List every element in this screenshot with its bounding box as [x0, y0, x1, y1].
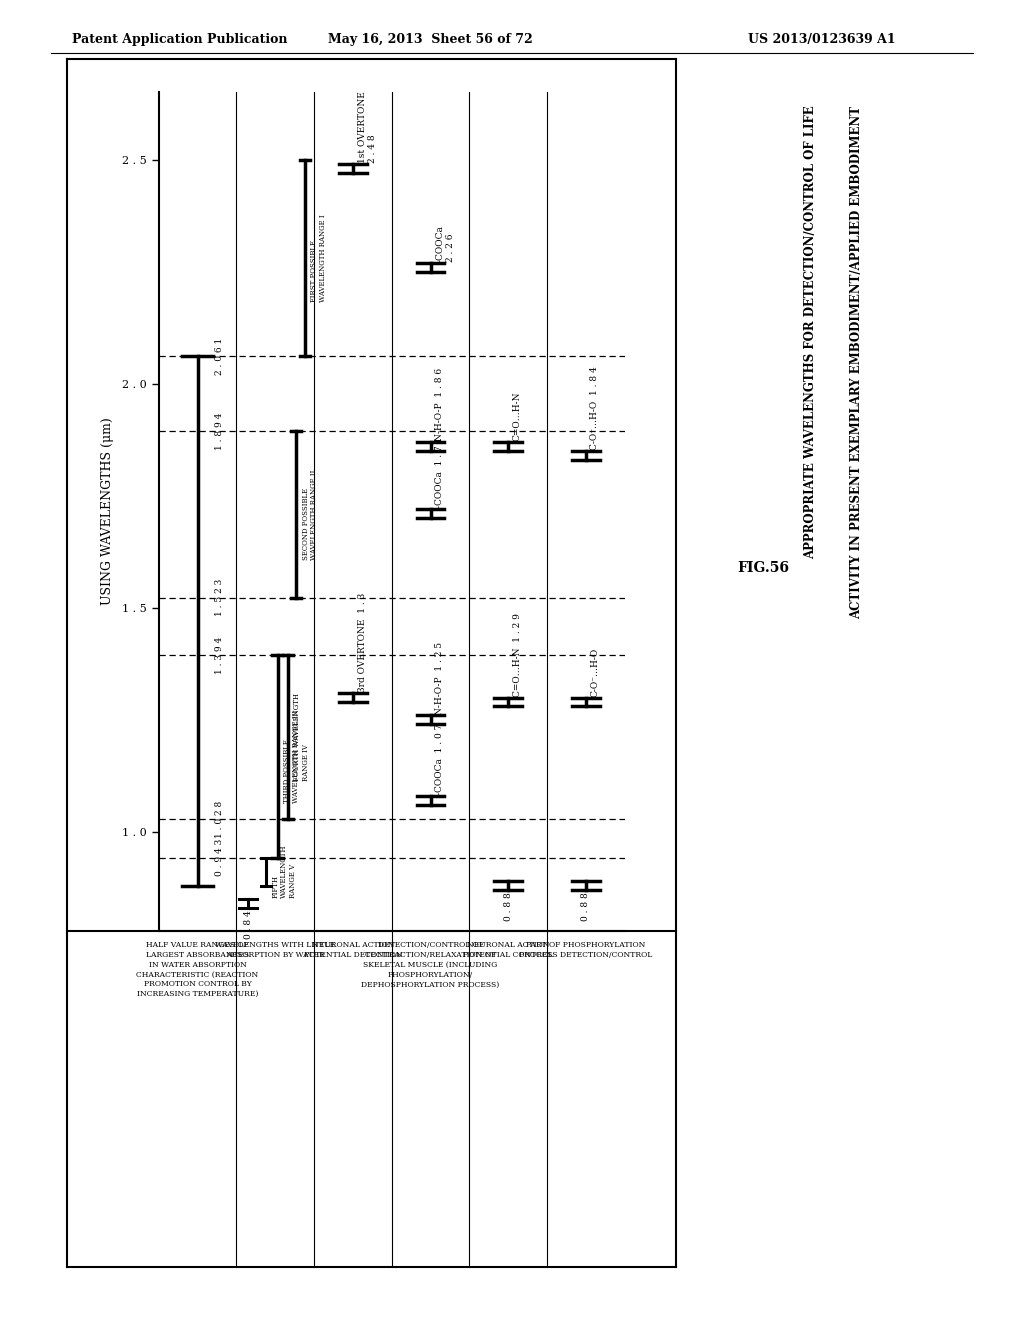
Text: 1st OVERTONE
2 . 4 8: 1st OVERTONE 2 . 4 8 — [357, 91, 377, 164]
Text: 0 . 9 4 3: 0 . 9 4 3 — [215, 840, 223, 876]
Text: N-H-O-P  1 . 2 5: N-H-O-P 1 . 2 5 — [435, 642, 444, 714]
Text: -COOCa  1 . 7 1: -COOCa 1 . 7 1 — [435, 437, 444, 508]
Text: FIRST POSSIBLE
WAVELENGTH RANGE I: FIRST POSSIBLE WAVELENGTH RANGE I — [310, 214, 327, 302]
Text: ACTIVITY IN PRESENT EXEMPLARY EMBODIMENT/APPLIED EMBODIMENT: ACTIVITY IN PRESENT EXEMPLARY EMBODIMENT… — [850, 106, 863, 619]
Text: FOURTH WAVELENGTH
RANGE IV: FOURTH WAVELENGTH RANGE IV — [293, 693, 309, 781]
Text: NEURONAL ACTION
POTENTIAL CONTROL: NEURONAL ACTION POTENTIAL CONTROL — [463, 941, 553, 958]
Text: 1 . 5 2 3: 1 . 5 2 3 — [215, 579, 223, 616]
Text: May 16, 2013  Sheet 56 of 72: May 16, 2013 Sheet 56 of 72 — [328, 33, 532, 46]
Text: US 2013/0123639 A1: US 2013/0123639 A1 — [748, 33, 895, 46]
Text: C-O⁻…H-O: C-O⁻…H-O — [591, 647, 599, 697]
Text: DETECTION/CONTROL OF
CONTRACTION/RELAXATION OF
SKELETAL MUSCLE (INCLUDING
PHOSPH: DETECTION/CONTROL OF CONTRACTION/RELAXAT… — [361, 941, 500, 989]
Text: WAVELENGTHS WITH LITTLE
ABSORPTION BY WATER: WAVELENGTHS WITH LITTLE ABSORPTION BY WA… — [215, 941, 335, 958]
Text: N-H-O-P  1 . 8 6: N-H-O-P 1 . 8 6 — [435, 368, 444, 441]
Y-axis label: USING WAVELENGTHS (μm): USING WAVELENGTHS (μm) — [100, 417, 114, 606]
Text: 0 . 8 4: 0 . 8 4 — [244, 911, 253, 939]
Text: SECOND POSSIBLE
WAVELENGTH RANGE II: SECOND POSSIBLE WAVELENGTH RANGE II — [302, 469, 318, 560]
Text: -COOCa  1 . 0 7: -COOCa 1 . 0 7 — [435, 723, 444, 795]
Text: APPROPRIATE WAVELENGTHS FOR DETECTION/CONTROL OF LIFE: APPROPRIATE WAVELENGTHS FOR DETECTION/CO… — [804, 106, 817, 560]
Text: C=O…H-N: C=O…H-N — [513, 392, 522, 441]
Text: C-O⁻…H-O  1 . 8 4: C-O⁻…H-O 1 . 8 4 — [591, 367, 599, 450]
Text: NEURONAL ACTION
POTENTIAL DETECTION: NEURONAL ACTION POTENTIAL DETECTION — [303, 941, 402, 958]
Text: FIG.56: FIG.56 — [737, 561, 790, 574]
Text: 0 . 8 8: 0 . 8 8 — [504, 892, 513, 921]
Text: THIRD POSSIBLE
WAVELENGTH RANGE III: THIRD POSSIBLE WAVELENGTH RANGE III — [283, 710, 300, 803]
Text: 1 . 0 2 8: 1 . 0 2 8 — [215, 801, 223, 838]
Text: 3rd OVERTONE  1 . 3: 3rd OVERTONE 1 . 3 — [357, 593, 367, 692]
Text: 2 . 0 6 1: 2 . 0 6 1 — [215, 338, 223, 375]
Text: Patent Application Publication: Patent Application Publication — [72, 33, 287, 46]
Text: PART OF PHOSPHORYLATION
PROCESS DETECTION/CONTROL: PART OF PHOSPHORYLATION PROCESS DETECTIO… — [519, 941, 652, 958]
Text: FIFTH
WAVELENGTH
RANGE V: FIFTH WAVELENGTH RANGE V — [271, 845, 297, 899]
Text: -COOCa
2 . 2 6: -COOCa 2 . 2 6 — [435, 224, 455, 261]
Text: 1 . 3 9 4: 1 . 3 9 4 — [215, 636, 223, 675]
Text: 0 . 8 8: 0 . 8 8 — [582, 892, 590, 921]
Text: HALF VALUE RANGES OF
LARGEST ABSORBANCES
IN WATER ABSORPTION
CHARACTERISTIC (REA: HALF VALUE RANGES OF LARGEST ABSORBANCES… — [136, 941, 259, 998]
Text: 1 . 8 9 4: 1 . 8 9 4 — [215, 413, 223, 450]
Text: C=O…H-N  1 . 2 9: C=O…H-N 1 . 2 9 — [513, 612, 522, 697]
